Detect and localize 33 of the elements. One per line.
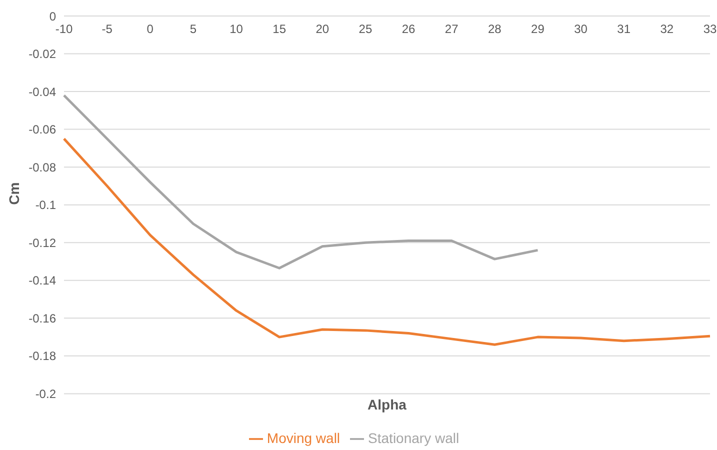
x-tick-label: 25: [358, 22, 372, 36]
x-tick-label: 15: [272, 22, 286, 36]
x-tick-label: 5: [190, 22, 197, 36]
y-tick-label: -0.2: [35, 386, 56, 401]
y-tick-label: -0.02: [28, 47, 56, 62]
x-tick-label: -5: [102, 22, 113, 36]
line-series: [62, 138, 712, 346]
x-tick-label: 27: [444, 22, 459, 36]
y-tick-label: -0.06: [28, 122, 56, 137]
x-tick-label: 29: [531, 22, 545, 36]
x-tick-label: 33: [703, 22, 717, 36]
legend-label: Moving wall: [266, 430, 340, 446]
x-tick-label: 10: [230, 22, 244, 36]
y-tick-label: -0.08: [28, 160, 56, 174]
x-tick-label: 31: [617, 22, 631, 36]
y-tick-label: -0.18: [28, 349, 56, 364]
y-tick-label: 0: [49, 9, 56, 24]
x-axis-title: Alpha: [368, 396, 407, 413]
y-tick-label: -0.04: [28, 84, 56, 99]
y-tick-label: -0.16: [28, 311, 56, 326]
x-tick-label: 28: [488, 22, 502, 36]
line-series: [62, 94, 539, 270]
legend-label: Stationary wall: [368, 430, 460, 446]
x-tick-label: -10: [55, 22, 73, 36]
y-axis-title: Cm: [6, 182, 22, 205]
x-tick-label: 26: [402, 22, 416, 36]
x-tick-label: 20: [316, 22, 330, 36]
y-tick-label: -0.1: [35, 198, 56, 212]
x-tick-label: 0: [146, 22, 154, 36]
x-tick-label: 30: [574, 22, 588, 36]
y-tick-label: -0.14: [28, 274, 56, 288]
x-tick-label: 32: [660, 22, 674, 36]
y-tick-label: -0.12: [28, 236, 56, 250]
